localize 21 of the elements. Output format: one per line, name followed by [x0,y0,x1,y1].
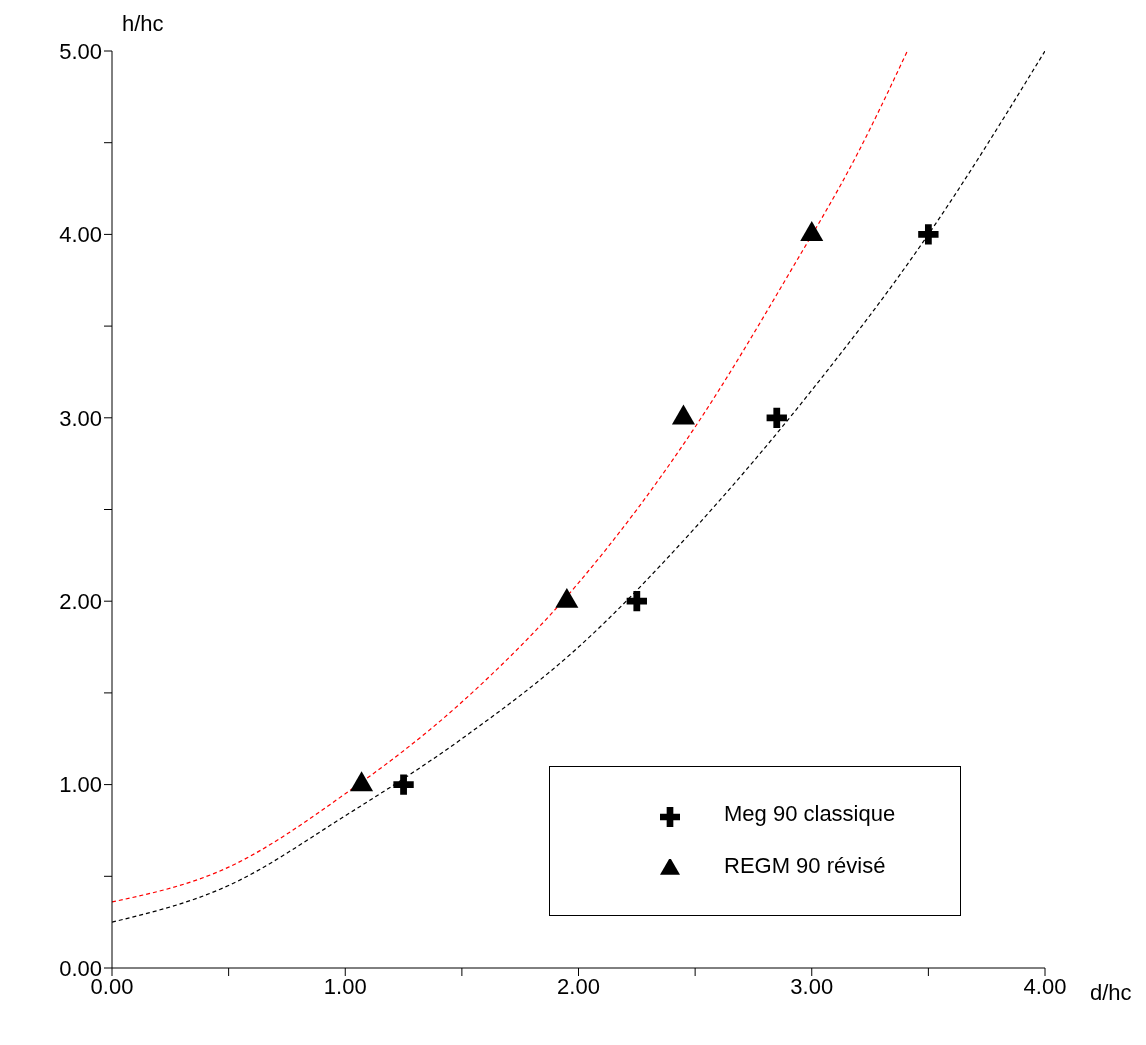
point [350,771,374,792]
legend-label: REGM 90 révisé [724,853,886,878]
y-tick-label: 2.00 [59,589,102,615]
point [766,407,787,428]
y-tick-label: 5.00 [59,38,102,64]
x-tick-label: 3.00 [790,973,834,999]
legend-label: Meg 90 classique [724,801,896,826]
point [626,591,647,612]
point [800,221,824,242]
y-tick-label: 1.00 [59,772,102,798]
x-axis-title: d/hc [1090,980,1132,1006]
point [393,774,414,795]
y-tick-label: 3.00 [59,405,102,431]
line-series [112,51,908,903]
x-tick-label: 4.00 [1023,973,1067,999]
x-tick-label: 2.00 [557,973,600,999]
y-axis-title: h/hc [122,11,164,37]
point [918,224,939,245]
y-tick-label: 4.00 [59,222,102,248]
x-tick-label: 1.00 [323,973,367,999]
point [671,404,695,425]
